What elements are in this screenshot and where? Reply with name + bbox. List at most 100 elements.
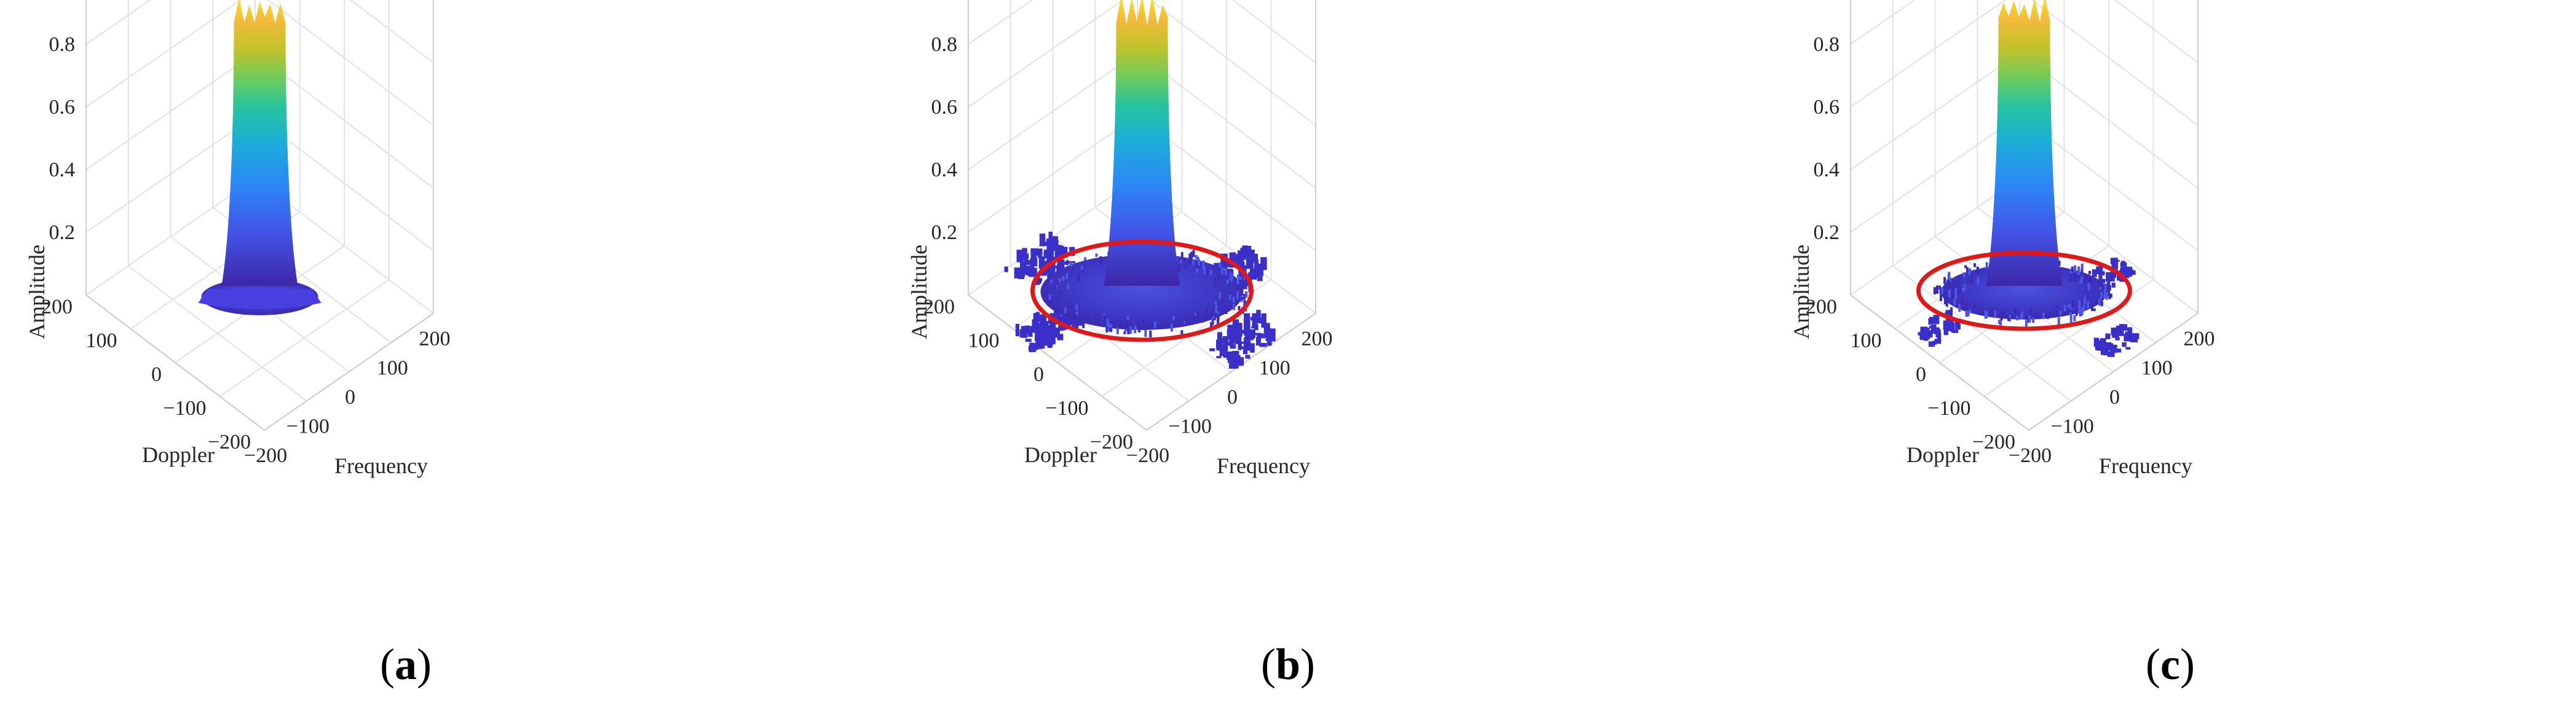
pedestal-speck [1201,318,1204,323]
pedestal-speck [1943,277,1946,285]
sidelobe-speck [1227,329,1232,340]
peak-pedestal [1040,254,1244,330]
pedestal-speck [1108,323,1111,331]
frequency-tick-label: −200 [2009,444,2052,467]
pedestal-speck [2103,290,2106,299]
sidelobe-speck [1056,327,1062,331]
pedestal-speck [1184,264,1187,269]
sidelobe-speck [1045,266,1049,273]
sidelobe-speck [1216,356,1222,358]
pedestal-speck [1215,308,1218,313]
pedestal-speck [2099,287,2102,290]
sidelobe-speck [1033,343,1039,350]
frequency-tick-label: 100 [377,357,408,380]
pedestal-speck [1962,272,1966,278]
pedestal-speck [2063,305,2066,312]
doppler-tick-label: 100 [968,329,1000,352]
pedestal-speck [2093,308,2096,312]
pedestal-speck [2085,286,2088,294]
pedestal-speck [2106,282,2109,286]
sidelobe-speck [2110,257,2117,264]
pedestal-speck [1210,322,1213,330]
pedestal-speck [1967,278,1970,283]
z-tick-label: 0.4 [931,159,958,181]
pedestal-speck [1084,257,1087,261]
sidelobe-speck [1035,312,1040,323]
pedestal-speck [1069,262,1072,268]
panel-1: 0.20.40.60.812001000−100−200−200−1000100… [907,0,1333,478]
sidelobe-speck [1929,326,1937,329]
sidelobe-speck [2107,351,2115,357]
pedestal-speck [1243,299,1246,306]
pedestal-speck [2080,264,2084,270]
sidelobe-speck [1955,321,1961,330]
sidelobe-speck [1251,326,1258,329]
pedestal-speck [1058,278,1061,283]
sidelobe-speck [1004,266,1008,272]
pedestal-speck [1170,323,1173,332]
sidelobe-speck [1039,234,1046,246]
sidelobe-speck [1053,328,1060,338]
pedestal-speck [1180,330,1183,338]
pedestal-speck [1952,288,1955,291]
pedestal-speck [2077,266,2080,275]
sidelobe-speck [2092,269,2097,277]
pedestal-speck [1950,307,1953,315]
sidelobe-speck [1041,272,1047,276]
sidelobe-speck [1238,342,1242,350]
frequency-tick-label: 200 [1302,328,1333,350]
doppler-tick-label: 200 [923,296,955,318]
pedestal-speck [2015,315,2018,321]
pedestal-speck [1969,309,1972,313]
pedestal-speck [1953,282,1956,291]
pedestal-speck [1095,253,1098,257]
pedestal-speck [1062,275,1065,281]
axis-box-edge [2028,313,2199,431]
pedestal-speck [1060,315,1063,318]
frequency-tick-label: −100 [2051,415,2094,438]
z-tick-label: 0.6 [1814,96,1840,119]
pedestal-speck [1183,321,1187,324]
sidelobe-speck [1025,339,1032,342]
sidelobe-speck [1228,353,1236,369]
pedestal-speck [1957,288,1960,294]
sidelobe-speck [1051,266,1056,273]
pedestal-speck [1217,313,1220,321]
pedestal-speck [1188,253,1191,259]
pedestal-speck [1172,316,1175,320]
pedestal-speck [2069,269,2072,275]
pedestal-speck [1936,285,1939,294]
sidelobe-speck [1216,344,1223,351]
pedestal-speck [2058,261,2061,266]
pedestal-speck [2055,305,2058,308]
pedestal-speck [2087,283,2090,291]
sidelobe-speck [1224,259,1230,267]
pedestal-speck [2025,320,2028,328]
pedestal-speck [1941,287,1944,294]
pedestal-speck [1981,308,1985,312]
pedestal-speck [1195,254,1198,259]
pedestal-speck [1948,277,1951,282]
sidelobe-speck [1241,329,1247,334]
z-tick-label: 0.2 [49,221,76,244]
sidelobe-speck [1227,357,1232,363]
pedestal-speck [1934,288,1937,294]
pedestal-speck [2029,308,2032,316]
wall-gridline [968,0,1033,45]
z-tick-label: 0.4 [1814,159,1840,181]
pedestal-speck [1214,301,1217,305]
sidelobe-speck [1948,322,1955,331]
pedestal-speck [1180,252,1183,257]
pedestal-speck [1196,262,1199,268]
sidelobe-speck [1233,355,1241,362]
sidelobe-speck [1228,340,1234,345]
sidelobe-speck [1928,341,1935,347]
pedestal-speck [2078,299,2081,308]
pedestal-speck [1958,279,1961,283]
pedestal-speck [2108,294,2111,299]
pedestal-speck [1192,315,1195,323]
doppler-tick-label: 0 [1916,363,1926,386]
frequency-tick-label: −100 [1169,415,1212,438]
pedestal-speck [2069,312,2072,315]
sidelobe-speck [1929,316,1936,324]
